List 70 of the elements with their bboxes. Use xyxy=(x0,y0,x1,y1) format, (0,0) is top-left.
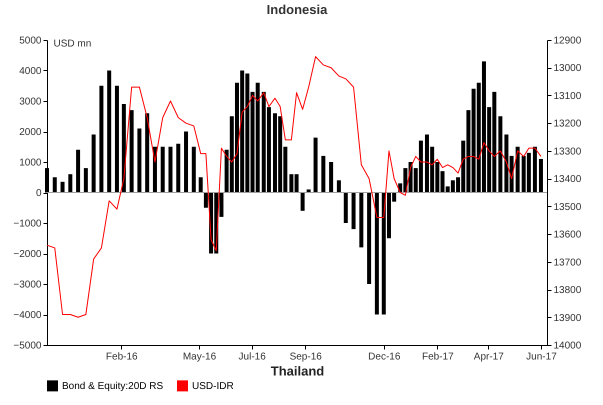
bar xyxy=(192,146,196,192)
bar xyxy=(344,192,348,223)
bar xyxy=(516,146,520,192)
x-tick-label: Dec-16 xyxy=(368,352,401,362)
bar xyxy=(137,128,142,192)
bar xyxy=(68,174,72,192)
y2-tick-label: 13400 xyxy=(554,174,582,186)
bar xyxy=(184,132,188,192)
legend-label: USD-IDR xyxy=(192,380,234,392)
bar xyxy=(114,86,119,192)
y2-tick-label: 13700 xyxy=(554,257,582,268)
x-tick-label: May-16 xyxy=(182,352,217,362)
bar xyxy=(130,110,134,192)
bar xyxy=(92,134,96,192)
y-tick-label: 1000 xyxy=(19,158,42,168)
x-axis-title: Thailand xyxy=(270,364,324,378)
bar xyxy=(367,192,372,284)
y-axis-title: USD mn xyxy=(54,38,92,50)
y2-tick-label: 13800 xyxy=(554,285,582,296)
y-tick-label: 4000 xyxy=(19,66,42,77)
y2-tick-label: 13900 xyxy=(554,312,582,324)
bar xyxy=(359,192,364,248)
bar xyxy=(374,192,379,314)
bar xyxy=(314,138,318,192)
bar xyxy=(352,192,356,230)
bar xyxy=(321,156,326,192)
y-tick-label: −5000 xyxy=(13,340,42,352)
y2-tick-label: 13300 xyxy=(554,146,582,158)
y-tick-label: 2000 xyxy=(19,127,42,138)
y-tick-label: 5000 xyxy=(19,36,42,46)
bar xyxy=(538,158,543,192)
bar xyxy=(168,146,172,192)
y-tick-label: −3000 xyxy=(13,280,42,290)
bar xyxy=(52,177,57,192)
y2-tick-label: 14000 xyxy=(554,340,582,352)
bar xyxy=(122,104,126,192)
bar xyxy=(160,146,165,192)
bar xyxy=(99,86,104,192)
y2-tick-label: 13600 xyxy=(554,230,582,241)
legend-label: Bond & Equity:20D RS xyxy=(62,380,164,392)
bar xyxy=(76,150,80,192)
y-tick-label: −4000 xyxy=(13,310,42,321)
bar xyxy=(300,192,305,211)
bar xyxy=(60,182,65,192)
y-tick-label: 3000 xyxy=(19,96,42,108)
bar xyxy=(532,146,537,192)
bar xyxy=(336,180,341,192)
x-tick-label: Feb-17 xyxy=(422,352,454,362)
bar xyxy=(145,113,150,192)
x-tick-label: Sep-16 xyxy=(290,352,322,362)
bar xyxy=(107,70,112,192)
y2-tick-label: 13100 xyxy=(554,90,582,102)
bar xyxy=(198,177,203,192)
x-tick-label: Apr-17 xyxy=(474,352,504,362)
y2-tick-label: 13500 xyxy=(554,202,582,213)
x-tick-label: Jul-16 xyxy=(238,352,266,362)
y-tick-label: 0 xyxy=(36,188,42,199)
x-tick-label: Jun-17 xyxy=(526,352,558,362)
y-tick-label: −2000 xyxy=(13,249,42,260)
bar xyxy=(84,168,88,192)
line-series xyxy=(46,56,542,318)
bar xyxy=(329,162,334,192)
bar xyxy=(176,144,180,192)
y2-tick-label: 13000 xyxy=(554,63,582,74)
y-tick-label: −1000 xyxy=(13,218,42,230)
y2-tick-label: 13200 xyxy=(554,118,582,130)
x-tick-label: Feb-16 xyxy=(106,352,138,362)
bar xyxy=(498,116,502,192)
y2-tick-label: 12900 xyxy=(554,36,582,46)
chart-title: Indonesia xyxy=(266,2,328,17)
